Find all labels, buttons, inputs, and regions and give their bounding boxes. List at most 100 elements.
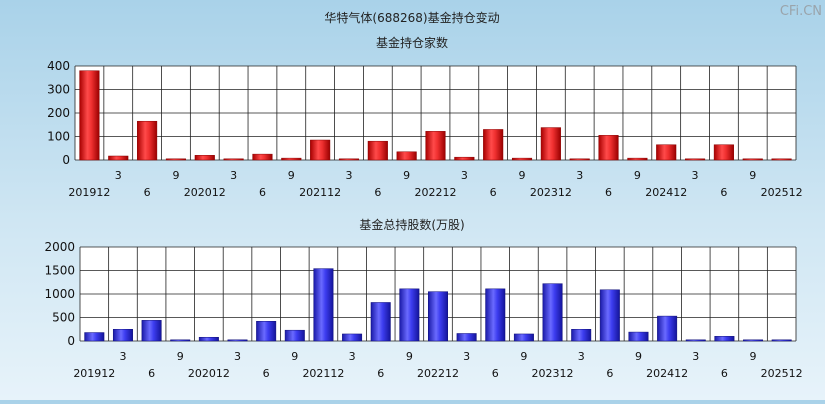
shares-bar xyxy=(141,320,162,342)
shares-x-tick-label: 9 xyxy=(406,350,413,363)
shares-x-tick-label: 3 xyxy=(349,350,356,363)
count-x-tick-label: 6 xyxy=(144,186,151,199)
count-bar xyxy=(742,158,763,161)
count-bar xyxy=(713,144,734,161)
count-bar xyxy=(79,70,100,161)
shares-y-tick-label: 500 xyxy=(52,311,75,325)
count-x-tick-label: 6 xyxy=(490,186,497,199)
shares-x-tick-label: 3 xyxy=(463,350,470,363)
shares-bar xyxy=(198,336,219,342)
shares-bar xyxy=(542,283,563,342)
count-x-tick-label: 9 xyxy=(749,169,756,182)
count-x-tick-label: 201912 xyxy=(68,186,110,199)
count-x-tick-label: 202012 xyxy=(184,186,226,199)
shares-bar xyxy=(313,268,334,342)
count-x-tick-label: 9 xyxy=(403,169,410,182)
shares-bar xyxy=(370,302,391,342)
count-x-tick-label: 6 xyxy=(720,186,727,199)
count-x-tick-label: 6 xyxy=(605,186,612,199)
shares-x-tick-label: 202312 xyxy=(532,367,574,380)
shares-bar xyxy=(571,329,592,342)
count-bar xyxy=(108,155,129,161)
shares-x-tick-label: 3 xyxy=(234,350,241,363)
count-bar xyxy=(396,151,417,161)
shares-bar xyxy=(399,288,420,342)
chart-fund-count: 0 100 200 300 400 201912 3 6 9 202012 3 6 9 202112 3 6 9… xyxy=(47,59,802,199)
shares-x-tick-label: 3 xyxy=(692,350,699,363)
count-y-tick-label: 200 xyxy=(47,106,70,120)
count-bar xyxy=(223,158,244,161)
count-bar xyxy=(656,144,677,161)
count-bar xyxy=(771,158,792,161)
count-bar xyxy=(483,129,504,161)
chart-fund-shares: 0 500 1000 1500 2000 201912 3 6 9 202012 3 6 9 202112… xyxy=(44,240,802,380)
count-bar xyxy=(540,127,561,161)
shares-bar xyxy=(657,315,678,342)
shares-x-tick-label: 9 xyxy=(291,350,298,363)
chart2-title: 基金总持股数(万股) xyxy=(359,217,464,232)
count-bar xyxy=(252,153,273,161)
watermark: CFi.CN xyxy=(780,4,822,19)
shares-bar xyxy=(743,339,764,342)
shares-bar xyxy=(513,333,534,342)
shares-x-tick-label: 6 xyxy=(377,367,384,380)
count-x-tick-label: 6 xyxy=(259,186,266,199)
count-x-tick-label: 3 xyxy=(230,169,237,182)
count-bar xyxy=(310,139,331,161)
shares-bar xyxy=(227,339,248,342)
shares-bar xyxy=(428,291,448,342)
shares-bar xyxy=(456,333,477,342)
shares-x-tick-label: 9 xyxy=(635,350,642,363)
count-bar xyxy=(338,158,360,161)
shares-bar xyxy=(112,329,133,342)
count-y-tick-label: 400 xyxy=(47,59,70,73)
shares-x-tick-label: 202512 xyxy=(761,367,803,380)
shares-x-tick-label: 9 xyxy=(750,350,757,363)
count-bar xyxy=(627,157,648,161)
shares-y-tick-label: 0 xyxy=(67,334,75,348)
count-y-tick-label: 300 xyxy=(47,83,70,97)
shares-bar xyxy=(256,321,277,342)
main-title: 华特气体(688268)基金持仓变动 xyxy=(324,10,499,25)
shares-x-tick-label: 6 xyxy=(263,367,270,380)
shares-bar xyxy=(284,329,305,342)
shares-x-tick-label: 201912 xyxy=(73,367,115,380)
shares-x-tick-label: 6 xyxy=(606,367,613,380)
count-bar xyxy=(598,135,619,161)
count-y-tick-label: 0 xyxy=(62,153,70,167)
shares-y-tick-label: 1000 xyxy=(44,287,75,301)
shares-bar xyxy=(84,332,105,342)
count-bar xyxy=(454,156,475,161)
count-x-tick-label: 202312 xyxy=(530,186,572,199)
shares-bar xyxy=(599,289,620,342)
count-bar xyxy=(685,158,706,161)
count-x-tick-label: 202212 xyxy=(415,186,457,199)
shares-y-tick-label: 2000 xyxy=(44,240,75,254)
count-x-tick-label: 9 xyxy=(634,169,641,182)
chart1-title: 基金持仓家数 xyxy=(376,35,448,50)
shares-x-tick-label: 6 xyxy=(148,367,155,380)
count-x-tick-label: 202512 xyxy=(761,186,803,199)
shares-bar xyxy=(342,333,363,342)
count-x-tick-label: 9 xyxy=(172,169,179,182)
shares-x-tick-label: 202412 xyxy=(646,367,688,380)
shares-bar xyxy=(771,339,792,342)
count-x-tick-label: 3 xyxy=(692,169,699,182)
count-x-tick-label: 9 xyxy=(519,169,526,182)
shares-x-tick-label: 6 xyxy=(721,367,728,380)
count-x-tick-label: 3 xyxy=(115,169,122,182)
shares-bar xyxy=(628,331,649,342)
count-x-tick-label: 202112 xyxy=(299,186,341,199)
shares-x-tick-label: 202212 xyxy=(417,367,459,380)
count-bar xyxy=(137,120,158,161)
shares-bar xyxy=(714,336,735,342)
count-bar xyxy=(425,131,446,161)
count-bar xyxy=(511,157,533,161)
shares-x-tick-label: 9 xyxy=(177,350,184,363)
count-bar xyxy=(569,158,590,161)
shares-bar xyxy=(170,339,191,342)
shares-x-tick-label: 3 xyxy=(119,350,126,363)
count-bar xyxy=(194,155,215,161)
shares-y-tick-label: 1500 xyxy=(44,264,75,278)
